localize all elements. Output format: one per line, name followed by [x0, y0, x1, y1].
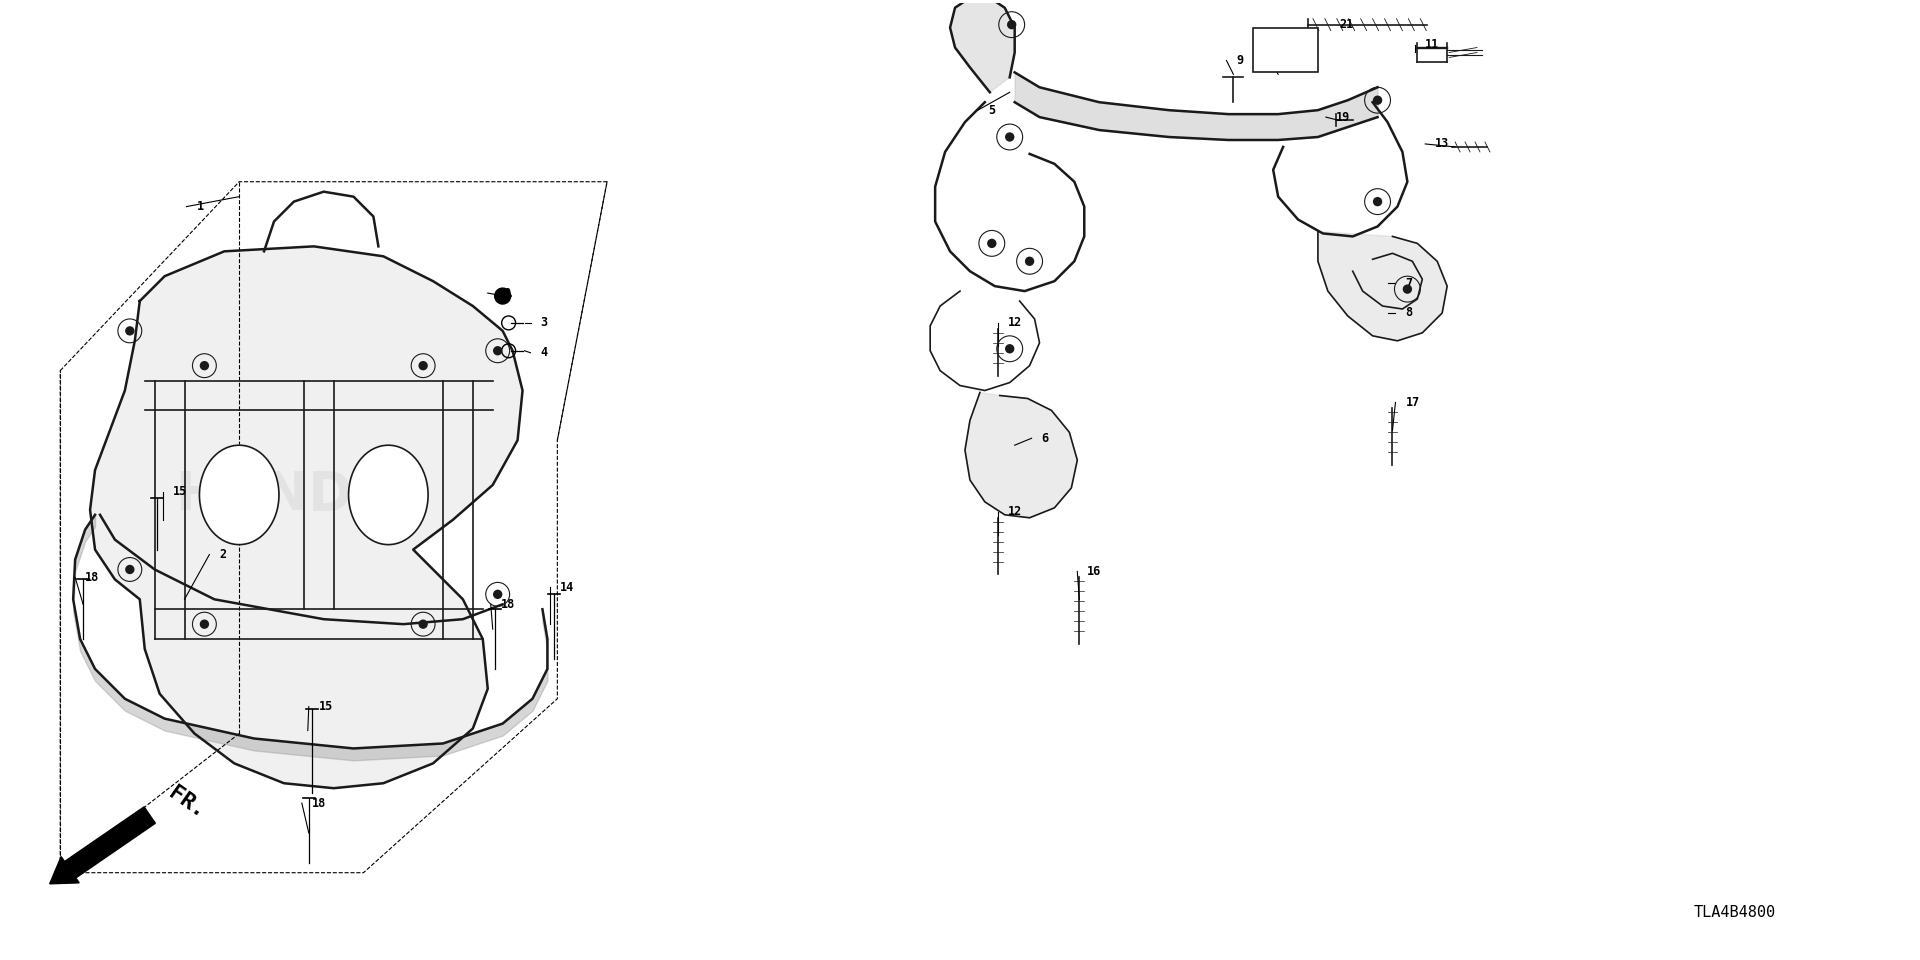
Text: 18: 18 [311, 797, 326, 809]
Circle shape [495, 288, 511, 304]
Text: HONDA: HONDA [175, 468, 394, 521]
Circle shape [419, 362, 426, 370]
Text: 21: 21 [1340, 18, 1354, 31]
Text: 7: 7 [1405, 276, 1413, 290]
Circle shape [1006, 133, 1014, 141]
FancyArrow shape [50, 806, 156, 884]
Text: 9: 9 [1236, 54, 1244, 67]
Circle shape [1025, 257, 1033, 265]
Text: 4: 4 [540, 347, 547, 359]
Circle shape [1373, 198, 1382, 205]
Text: 15: 15 [319, 700, 332, 713]
Text: 10: 10 [1281, 54, 1294, 67]
Text: 5: 5 [987, 104, 995, 117]
Circle shape [987, 239, 996, 248]
Text: 1: 1 [196, 200, 204, 213]
Text: 14: 14 [561, 581, 574, 594]
Circle shape [127, 565, 134, 573]
Text: 19: 19 [1336, 110, 1350, 124]
Text: 18: 18 [84, 571, 100, 584]
Text: TLA4B4800: TLA4B4800 [1693, 905, 1776, 920]
Text: 11: 11 [1425, 38, 1440, 51]
Text: 20: 20 [497, 287, 513, 300]
Polygon shape [966, 393, 1077, 517]
Circle shape [419, 620, 426, 628]
Circle shape [200, 620, 209, 628]
Polygon shape [950, 0, 1014, 92]
Text: 6: 6 [1041, 432, 1048, 444]
Text: 2: 2 [219, 548, 227, 561]
Circle shape [200, 362, 209, 370]
Text: 8: 8 [1405, 306, 1413, 320]
Ellipse shape [349, 445, 428, 544]
Circle shape [1373, 96, 1382, 105]
Polygon shape [1317, 231, 1448, 341]
Circle shape [1404, 285, 1411, 293]
Text: 15: 15 [173, 486, 186, 498]
Text: 17: 17 [1405, 396, 1419, 409]
Circle shape [1008, 21, 1016, 29]
Circle shape [1006, 345, 1014, 352]
Text: 12: 12 [1008, 317, 1021, 329]
Text: 13: 13 [1436, 137, 1450, 151]
Text: 12: 12 [1008, 505, 1021, 518]
Circle shape [127, 327, 134, 335]
FancyBboxPatch shape [1254, 28, 1317, 72]
Text: FR.: FR. [165, 782, 209, 822]
Circle shape [493, 590, 501, 598]
Text: 16: 16 [1087, 565, 1102, 578]
Circle shape [493, 347, 501, 355]
Text: 18: 18 [501, 598, 515, 611]
Text: 3: 3 [540, 317, 547, 329]
Polygon shape [90, 247, 522, 788]
Ellipse shape [200, 445, 278, 544]
